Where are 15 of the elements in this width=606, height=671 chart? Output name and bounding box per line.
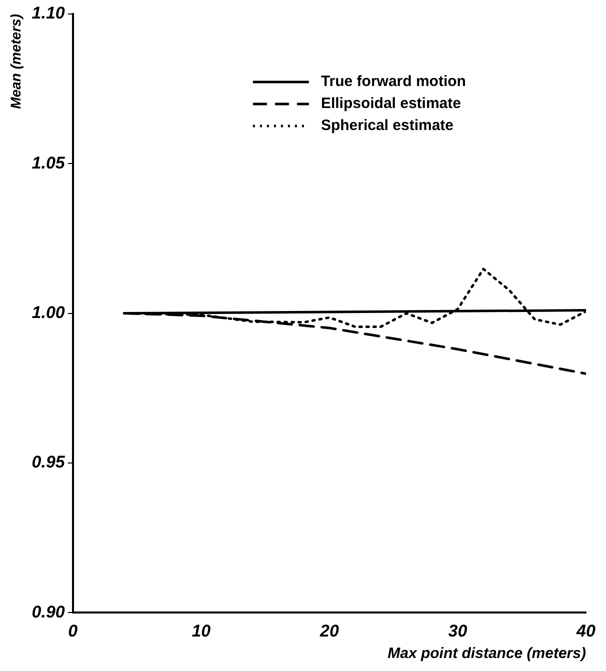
legend-label: True forward motion xyxy=(320,73,466,90)
x-tick-label: 30 xyxy=(448,621,468,640)
y-tick-label: 0.95 xyxy=(32,452,66,472)
y-tick-label: 1.00 xyxy=(32,302,66,322)
y-tick-label: 1.05 xyxy=(32,153,66,172)
y-axis-title: Mean (meters) xyxy=(7,14,24,109)
x-tick-label: 10 xyxy=(192,621,212,640)
legend-label: Ellipsoidal estimate xyxy=(320,95,461,112)
legend-label: Spherical estimate xyxy=(320,117,454,134)
x-tick-label: 40 xyxy=(576,621,596,640)
x-tick-label: 0 xyxy=(68,621,78,640)
y-tick-label: 1.10 xyxy=(32,4,66,23)
y-tick-label: 0.90 xyxy=(32,602,66,622)
x-tick-label: 20 xyxy=(318,621,340,640)
x-axis-title: Max point distance (meters) xyxy=(388,645,586,662)
